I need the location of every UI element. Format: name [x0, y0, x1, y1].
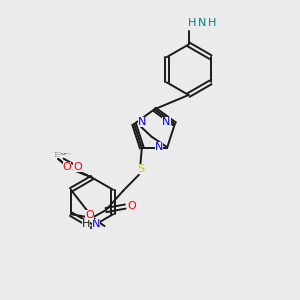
Text: H: H	[82, 219, 91, 230]
Text: methoxy1: methoxy1	[55, 152, 62, 153]
Text: N: N	[138, 117, 147, 127]
Text: S: S	[137, 164, 144, 174]
Text: N: N	[198, 18, 206, 28]
Text: methoxy_l: methoxy_l	[64, 153, 71, 154]
Text: O: O	[128, 201, 136, 211]
Text: O: O	[74, 162, 82, 172]
Text: methoxy: methoxy	[55, 156, 61, 157]
Text: O: O	[63, 162, 71, 172]
Text: N: N	[92, 219, 100, 230]
Text: methoxy1_label: methoxy1_label	[55, 153, 66, 155]
Text: O: O	[85, 210, 94, 220]
Text: H: H	[188, 18, 196, 28]
Text: H: H	[208, 18, 216, 28]
Text: N: N	[162, 117, 171, 127]
Text: N: N	[154, 142, 163, 152]
Text: methoxy: methoxy	[60, 153, 67, 154]
